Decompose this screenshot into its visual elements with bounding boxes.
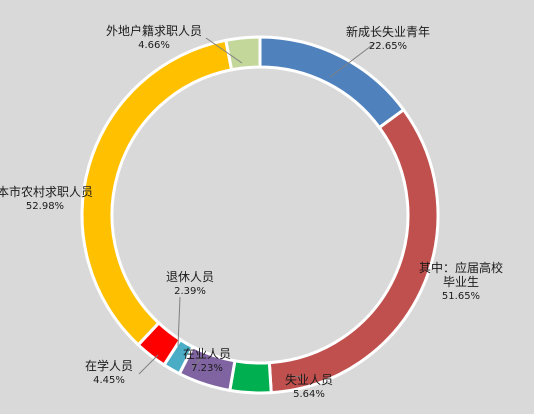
slice-label-1-line-1: 毕业生: [443, 275, 479, 289]
leader-line-5: [138, 354, 159, 375]
slice-label-7: 外地户籍求职人员: [106, 23, 202, 38]
leader-lines-group: [138, 37, 376, 378]
slice-value-label-7: 4.66%: [138, 40, 170, 51]
leader-line-3: [191, 355, 204, 369]
slice-value-label-3: 7.23%: [191, 363, 223, 374]
slice-7: [224, 35, 262, 72]
leader-line-0: [329, 42, 376, 78]
slice-value-label-6: 52.98%: [26, 201, 64, 212]
slice-value-label-2: 5.64%: [293, 389, 325, 400]
slices-group: [80, 35, 440, 395]
slice-label-1-line-0: 其中：应届高校: [419, 260, 503, 275]
slice-label-6: 本市农村求职人员: [0, 184, 93, 199]
leader-line-7: [205, 37, 243, 64]
leader-line-2: [291, 375, 304, 378]
slice-value-label-4: 2.39%: [174, 286, 206, 297]
slice-value-label-5: 4.45%: [93, 375, 125, 386]
slice-label-3: 在业人员: [183, 347, 231, 361]
slice-label-2: 失业人员: [285, 372, 333, 387]
slice-label-4: 退休人员: [166, 270, 214, 284]
slice-value-label-0: 22.65%: [369, 41, 407, 52]
slice-2: [228, 359, 273, 395]
slice-label-5: 在学人员: [85, 358, 133, 373]
slice-value-label-1: 51.65%: [442, 291, 480, 302]
leader-line-4: [177, 296, 181, 347]
slice-label-0: 新成长失业青年: [346, 24, 430, 39]
